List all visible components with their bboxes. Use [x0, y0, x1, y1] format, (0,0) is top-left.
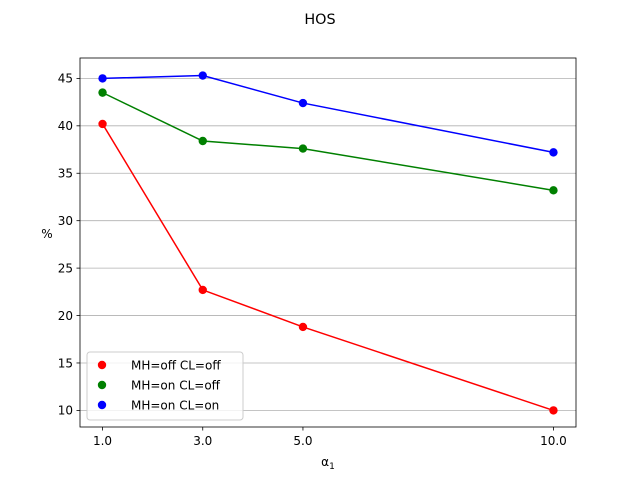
plot-frame: [79, 57, 577, 428]
series-3: [98, 71, 558, 157]
chart-title: HOS: [304, 12, 335, 28]
y-tick-label: 10: [58, 404, 73, 418]
data-point: [98, 119, 107, 129]
x-tick-label: 5.0: [293, 434, 312, 448]
series-line: [102, 74, 554, 154]
series-1: [98, 119, 558, 415]
data-point: [198, 285, 207, 295]
data-point: [298, 98, 308, 108]
ticks-layer: 10 15 20 25 30 35 40 45 1.0 3.0 5.0 10.0: [58, 72, 567, 448]
legend-label: MH=on CL=on: [131, 398, 219, 412]
legend-marker: [97, 360, 107, 370]
series-line: [102, 91, 554, 192]
y-axis-label: %: [41, 227, 52, 241]
x-tick-label: 10.0: [540, 434, 567, 448]
x-tick-label: 1.0: [93, 434, 112, 448]
x-axis-label-sub: 1: [329, 462, 335, 472]
data-point: [198, 136, 207, 146]
x-axis-label: α1: [321, 455, 335, 472]
data-point: [549, 406, 558, 415]
series-2: [98, 88, 558, 195]
data-point: [198, 71, 207, 80]
x-axis-label-main: α: [321, 455, 329, 469]
series-layer: [98, 71, 558, 415]
legend-marker: [97, 400, 107, 410]
y-tick-label: 40: [58, 119, 73, 133]
y-tick-label: 30: [58, 214, 73, 228]
y-tick-label: 45: [58, 72, 73, 86]
x-tick-label: 3.0: [193, 434, 212, 448]
data-point: [549, 186, 558, 195]
legend-marker: [97, 380, 107, 390]
legend-box: [86, 351, 244, 421]
data-point: [298, 144, 308, 153]
legend-label: MH=on CL=off: [131, 378, 221, 392]
y-tick-label: 25: [58, 261, 73, 275]
data-point: [298, 322, 308, 332]
data-point: [98, 88, 107, 97]
legend-label: MH=off CL=off: [131, 358, 221, 372]
y-tick-label: 15: [58, 356, 73, 370]
legend: MH=off CL=off MH=on CL=off MH=on CL=on: [86, 351, 244, 421]
data-point: [98, 74, 107, 83]
data-point: [549, 148, 558, 157]
y-tick-label: 35: [58, 167, 73, 181]
series-line: [101, 123, 554, 412]
y-tick-label: 20: [58, 309, 73, 323]
